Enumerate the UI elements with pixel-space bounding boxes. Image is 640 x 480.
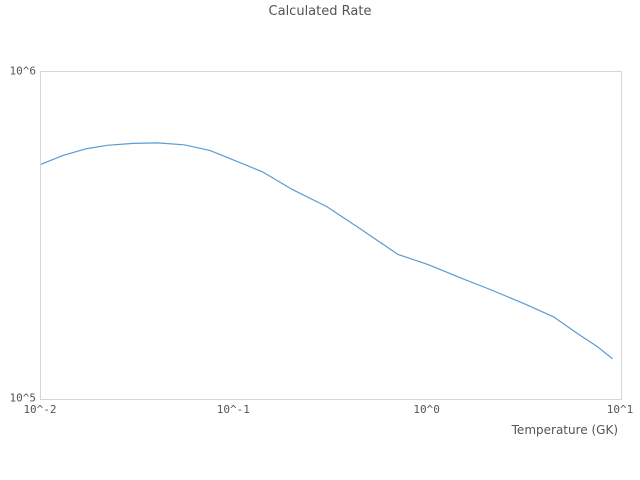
x-tick-label: 10^-1 xyxy=(216,403,250,416)
x-tick-label: 10^-2 xyxy=(23,403,57,416)
plot-area xyxy=(40,71,622,400)
x-axis-title: Temperature (GK) xyxy=(511,423,618,437)
rate-line-series xyxy=(41,142,613,360)
x-tick-label: 10^0 xyxy=(413,403,440,416)
x-axis-tick-labels: 10^-2 10^-1 10^0 10^1 xyxy=(23,403,633,419)
rate-line-chart xyxy=(41,142,613,360)
y-tick-label: 10^6 xyxy=(9,64,37,78)
chart-title: Calculated Rate xyxy=(268,4,372,19)
x-tick-label: 10^1 xyxy=(606,403,634,416)
